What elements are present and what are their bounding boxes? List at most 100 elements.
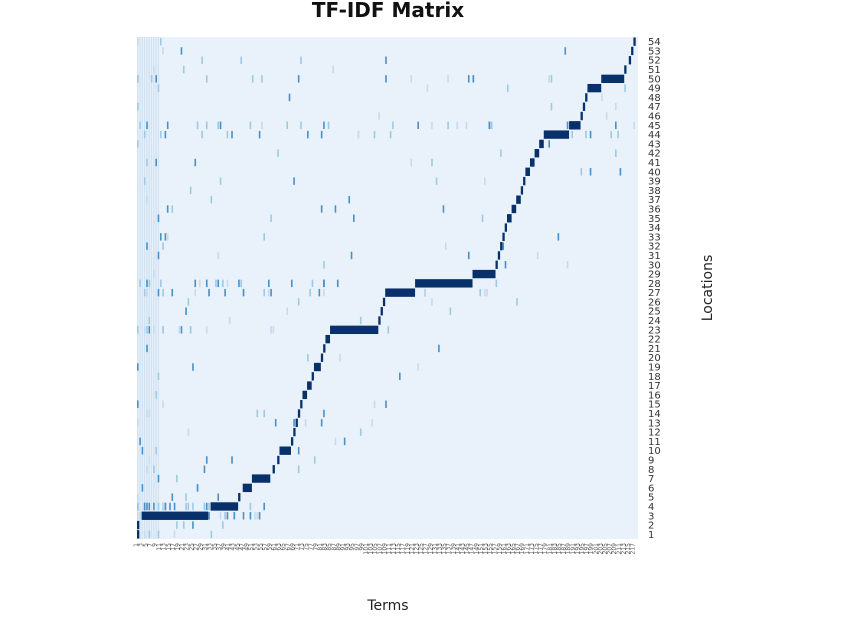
heatmap-cell <box>320 130 323 139</box>
heatmap-cell <box>426 84 429 92</box>
heatmap-cell <box>208 502 210 511</box>
x-tick-label: 23 <box>184 543 191 551</box>
y-tick-label: 43 <box>648 139 661 150</box>
heatmap-cell <box>550 103 553 111</box>
heatmap-cell-high <box>587 83 602 93</box>
y-tick-label: 1 <box>648 530 654 541</box>
heatmap-cell <box>137 363 139 371</box>
heatmap-cell <box>226 279 229 288</box>
x-tick-label: 171 <box>524 543 531 555</box>
y-tick-label: 18 <box>648 372 661 383</box>
x-tick-label: 207 <box>607 543 614 555</box>
heatmap-cell <box>201 130 203 139</box>
heatmap-cell <box>215 279 217 288</box>
heatmap-cell <box>148 37 150 539</box>
heatmap-cell <box>148 456 151 464</box>
y-tick-label: 25 <box>648 307 661 318</box>
y-tick-label: 6 <box>648 483 654 494</box>
heatmap-cell <box>146 409 148 418</box>
heatmap-cell-high <box>534 149 540 158</box>
heatmap-cell <box>224 288 226 297</box>
heatmap-cell <box>210 195 213 204</box>
heatmap-cell <box>137 326 139 334</box>
heatmap-cell <box>141 37 143 539</box>
heatmap-cell <box>143 177 146 185</box>
heatmap-cell-high <box>582 102 586 111</box>
x-tick-label: 135 <box>441 543 448 555</box>
heatmap-cell <box>201 56 203 64</box>
y-tick-label: 3 <box>648 511 654 522</box>
heatmap-cell <box>137 419 139 427</box>
heatmap-cell <box>137 140 139 148</box>
y-tick-label: 39 <box>648 177 661 188</box>
heatmap-cell <box>205 456 208 464</box>
heatmap-cell-high <box>507 214 512 223</box>
y-tick-label: 48 <box>648 93 661 104</box>
heatmap-cell <box>566 121 569 130</box>
heatmap-cell <box>192 502 194 511</box>
heatmap-cell-high <box>523 176 526 186</box>
x-tick-label: 79 <box>312 543 319 551</box>
y-tick-label: 35 <box>648 214 661 225</box>
x-tick-label: 103 <box>368 543 375 555</box>
heatmap-cell-high <box>323 344 326 353</box>
heatmap-cell <box>274 419 277 427</box>
x-tick-label: 35 <box>211 543 218 551</box>
y-tick-label: 30 <box>648 260 661 271</box>
x-tick-label: 197 <box>584 543 591 555</box>
heatmap-cell <box>615 103 617 111</box>
heatmap-cell <box>385 75 387 83</box>
heatmap-cell <box>162 242 164 250</box>
heatmap-cell-high <box>631 46 634 56</box>
heatmap-cell-high <box>307 381 312 390</box>
heatmap-cell <box>157 474 160 483</box>
x-tick-label: 95 <box>349 543 356 551</box>
heatmap-cell-high <box>497 251 501 260</box>
heatmap-cell <box>334 205 337 213</box>
y-tick-label: 12 <box>648 428 661 439</box>
heatmap-cell <box>327 121 330 130</box>
heatmap-cell <box>431 158 433 167</box>
heatmap-cell <box>263 233 266 241</box>
heatmap-cell <box>228 316 231 325</box>
heatmap-cell <box>137 103 139 111</box>
x-tick-label: 27 <box>193 543 200 551</box>
y-tick-label: 27 <box>648 288 661 299</box>
y-tick-label: 10 <box>648 446 661 457</box>
y-tick-label: 2 <box>648 521 654 532</box>
heatmap-cell <box>137 512 139 520</box>
heatmap-cell <box>164 130 167 139</box>
heatmap-cell <box>139 121 141 130</box>
heatmap-cell <box>148 530 151 539</box>
heatmap-cell <box>447 75 449 83</box>
heatmap-cell <box>231 456 233 464</box>
y-tick-label: 53 <box>648 46 661 57</box>
x-tick-label: 123 <box>414 543 421 555</box>
x-tick-label: 215 <box>625 543 632 555</box>
x-tick-label: 93 <box>345 543 352 551</box>
y-tick-label: 34 <box>648 223 661 234</box>
x-tick-label: 1 <box>133 543 140 547</box>
heatmap-cell <box>467 75 470 83</box>
heatmap-cell-high <box>378 316 381 325</box>
heatmap-cell-high <box>502 232 505 242</box>
x-tick-label: 33 <box>207 543 214 551</box>
heatmap-cell <box>431 121 433 130</box>
heatmap-cell <box>137 493 139 501</box>
heatmap-cell <box>203 465 206 473</box>
heatmap-cell <box>392 121 394 130</box>
y-tick-label: 7 <box>648 474 654 485</box>
heatmap-cell <box>153 65 155 74</box>
x-tick-label: 67 <box>285 543 292 551</box>
y-tick-label: 42 <box>648 149 661 160</box>
heatmap-cell <box>389 130 392 139</box>
heatmap-cell <box>146 465 148 473</box>
heatmap-cell <box>148 409 151 418</box>
y-tick-label: 51 <box>648 65 661 76</box>
heatmap-cell <box>297 75 300 83</box>
heatmap-cell <box>182 65 185 74</box>
heatmap-cell <box>293 419 295 427</box>
x-tick-label: 195 <box>579 543 586 555</box>
x-tick-label: 41 <box>225 543 232 551</box>
y-tick-label: 26 <box>648 297 661 308</box>
